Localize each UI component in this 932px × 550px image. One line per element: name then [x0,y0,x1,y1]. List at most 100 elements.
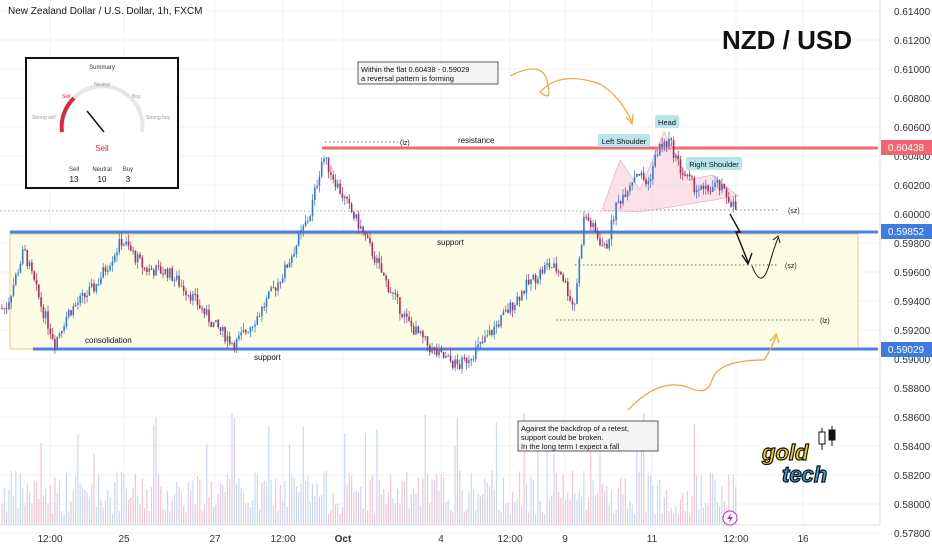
candle-body [26,250,29,267]
candle-body [42,306,45,319]
volume-bar [15,470,17,525]
lz-label: (lz) [820,318,830,325]
volume-bar [118,511,120,525]
candle-body [596,231,599,239]
summary-widget[interactable]: Summary Strong sell Sell Neutral Buy Str… [25,57,179,189]
candle-body [120,238,123,246]
candle-body [123,244,125,246]
price-tick: 0.58200 [894,471,931,482]
candle-body [486,335,489,337]
head-shoulders-pattern[interactable] [601,131,739,213]
volume-bar [390,475,392,525]
volume-bar [518,471,521,525]
volume-bar [1,504,3,525]
volume-bar [376,429,378,525]
volume-bar [617,487,619,525]
candle-body [440,349,443,352]
candle-body [445,356,447,358]
candle-body [640,172,643,176]
volume-bar [134,473,136,525]
lightning-icon[interactable] [722,510,738,526]
volume-bar [422,478,424,525]
volume-bar [229,479,231,525]
candle-body [663,141,666,147]
volume-bar [369,479,371,525]
gauge-label: Neutral [94,82,110,88]
candle-body [254,324,256,327]
volume-bar [282,501,284,525]
candle-body [730,202,732,207]
volume-bar [371,475,373,525]
candle-body [159,266,162,274]
candle-body [205,309,208,315]
candle-body [415,326,417,335]
volume-bar [100,499,102,525]
volume-bar [654,514,656,525]
candle-body [346,196,348,199]
volume-bar [167,491,169,525]
price-candles[interactable] [1,131,737,374]
volume-bar [144,507,146,525]
candle-body [111,261,114,266]
volume-bar [707,504,709,525]
candle-body [302,225,305,231]
candle-body [583,216,585,245]
candle-body [366,235,369,239]
candle-body [84,293,86,298]
volume-bar [84,490,86,525]
candle-body [350,203,353,213]
candle-body [539,269,541,280]
volume-bar [735,487,737,525]
candle-body [304,221,307,226]
candle-body [615,202,617,221]
candle-body [606,243,608,249]
volume-bar [261,482,263,525]
volume-bar [302,426,304,525]
volume-bar [714,479,716,525]
volume-bar [620,477,622,525]
volume-bar [682,493,684,525]
summary-title: Summary [89,65,115,71]
volume-bar [558,492,560,525]
volume-bar [604,491,606,525]
volume-bar [65,473,67,525]
volume-bar [33,480,35,525]
candle-body [10,295,12,303]
candle-body [394,292,397,294]
flat-note[interactable]: Within the flat 0.60438 - 0.59029 a reve… [357,61,499,85]
volume-bar [127,499,130,525]
volume-bar [610,490,613,525]
count-value: 10 [98,175,107,184]
price-axis[interactable]: 0.61400 0.61200 0.61000 0.60800 0.60600 0.604… [894,7,931,540]
candle-body [300,230,302,234]
candle-body [54,338,56,348]
volume-bar [581,496,583,525]
price-tick: 0.59800 [894,239,931,250]
volume-bar [413,488,415,525]
time-axis[interactable]: 12:00 25 27 12:00 Oct 4 12:00 9 11 12:00… [37,534,809,545]
volume-bar [679,499,682,525]
retest-note[interactable]: Against the backdrop of a retest, suppor… [517,420,659,452]
volume-bar [139,504,141,525]
candle-body [332,174,334,180]
time-tick: 16 [797,534,809,545]
candle-body [272,287,275,289]
candle-body [619,201,622,204]
volume-bar [323,472,325,525]
rebound-arrowhead-icon [772,235,781,244]
candle-body [318,176,321,186]
volume-bar [528,511,530,525]
candle-body [587,217,590,221]
candle-body [325,157,328,159]
volume-bar [164,509,166,525]
candle-body [475,347,477,359]
candle-body [431,347,433,353]
gauge-label: Sell [62,94,70,100]
consolidation-zone[interactable] [9,233,859,350]
candle-body [118,238,121,253]
candle-body [297,233,300,246]
volume-bar [521,505,523,525]
volume-bar [675,505,677,525]
time-tick: 12:00 [270,534,295,545]
